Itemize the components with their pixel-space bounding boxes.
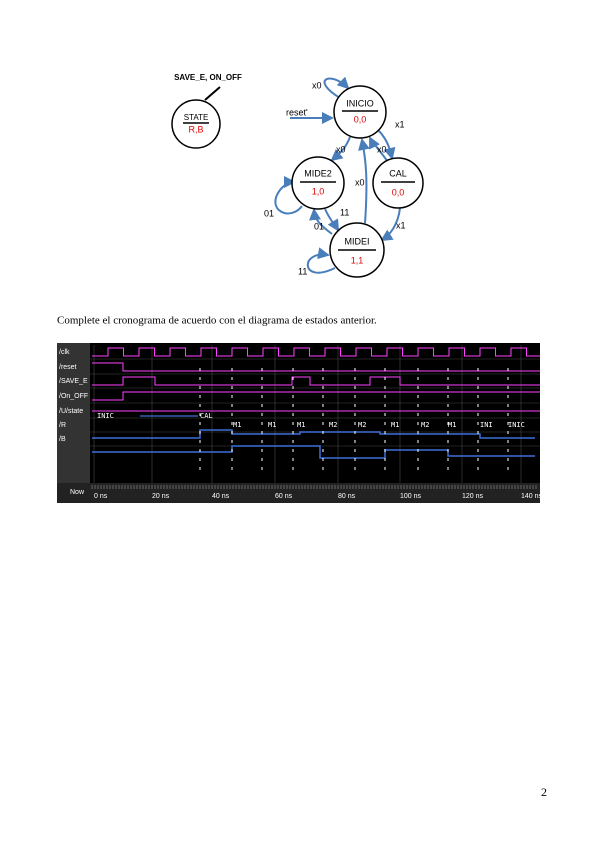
- handwritten-state: INIC: [97, 412, 114, 420]
- time-label: 40 ns: [212, 493, 230, 500]
- handwritten-state: M2: [329, 421, 337, 429]
- page-number: 2: [541, 785, 547, 799]
- legend-output: R,B: [188, 124, 203, 134]
- edge-label: x0: [377, 144, 387, 154]
- node-output: 1,0: [312, 186, 325, 196]
- handwritten-state: M2: [358, 421, 366, 429]
- instruction: Complete el cronograma de acuerdo con el…: [57, 315, 377, 327]
- edges: [274, 76, 401, 274]
- edge-label: x1: [395, 119, 405, 129]
- handwritten-state: M1: [391, 421, 399, 429]
- signal-name: /reset: [59, 364, 77, 371]
- time-label: 100 ns: [400, 493, 422, 500]
- handwritten-state: M2: [421, 421, 429, 429]
- node-label: MIDEI: [344, 236, 369, 246]
- handwritten-state: CAL: [200, 412, 213, 420]
- node-label: INICIO: [346, 98, 374, 108]
- edge-label: 01: [264, 208, 274, 218]
- nodes: INICIO 0,0 CAL 0,0 MIDE2 1,0 MIDEI 1,1: [291, 85, 424, 278]
- handwritten-state: M1: [268, 421, 276, 429]
- handwritten-state: M1: [448, 421, 456, 429]
- node-output: 0,0: [354, 114, 367, 124]
- node-output: 1,1: [351, 255, 364, 265]
- signal-name: /clk: [59, 349, 70, 356]
- signal-name: /B: [59, 436, 66, 443]
- handwritten-state: INIC: [508, 421, 525, 429]
- signal-name: /SAVE_E: [59, 378, 88, 385]
- time-label: 0 ns: [94, 493, 108, 500]
- node-label: CAL: [389, 168, 407, 178]
- edge-label: x0: [355, 177, 365, 187]
- signal-name: /U/state: [59, 408, 83, 415]
- now-label: Now: [70, 489, 85, 496]
- clk-wave: [92, 347, 540, 357]
- time-label: 20 ns: [152, 493, 170, 500]
- node-label: MIDE2: [304, 168, 332, 178]
- signal-name: /On_OFF: [59, 393, 88, 400]
- handwritten-state: INI: [480, 421, 493, 429]
- reset-wave: [92, 362, 540, 372]
- signal-name: /R: [59, 422, 66, 429]
- edge-label: x1: [396, 220, 406, 230]
- edge-label: 11: [340, 207, 349, 217]
- edge-label: x0: [312, 80, 322, 90]
- edge-label: reset': [286, 107, 308, 117]
- edge-labels: x0 reset' x1 x0 x0 x0 01 11 01 x1 11: [264, 80, 406, 276]
- time-label: 120 ns: [462, 493, 484, 500]
- time-label: 60 ns: [275, 493, 293, 500]
- onoff-wave: [92, 391, 540, 401]
- time-label: 80 ns: [338, 493, 356, 500]
- edge-label: 11: [298, 266, 307, 276]
- edge-label: x0: [336, 144, 346, 154]
- node-output: 0,0: [392, 187, 405, 197]
- edge-label: 01: [314, 221, 324, 231]
- handwritten-state: M1: [233, 421, 241, 429]
- time-label: 140 ns: [521, 493, 543, 500]
- save-wave: [92, 376, 540, 386]
- handwritten-state: M1: [297, 421, 305, 429]
- legend-title: SAVE_E, ON_OFF: [174, 73, 242, 82]
- waveform: /clk/reset/SAVE_E/On_OFF/U/state/R/B Now 0…: [57, 343, 543, 503]
- legend: SAVE_E, ON_OFF STATE R,B: [171, 73, 242, 149]
- legend-state: STATE: [184, 113, 209, 122]
